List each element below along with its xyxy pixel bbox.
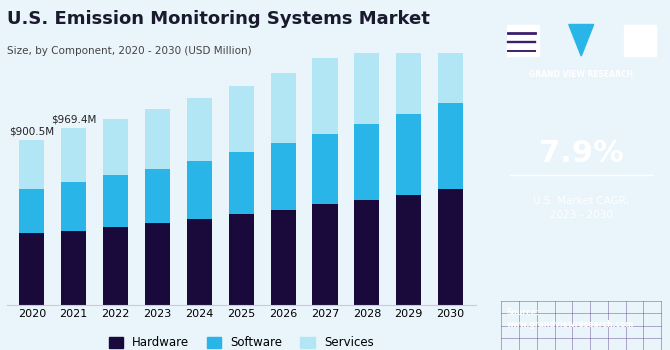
Bar — [312, 134, 338, 204]
Bar — [19, 189, 44, 233]
Bar — [354, 199, 379, 304]
Bar — [145, 109, 170, 169]
Bar — [271, 210, 295, 304]
Bar — [61, 231, 86, 304]
Text: U.S. Market CAGR,
2023 - 2030: U.S. Market CAGR, 2023 - 2030 — [533, 196, 629, 220]
Bar — [312, 204, 338, 304]
Bar — [396, 195, 421, 304]
Bar — [145, 223, 170, 304]
Text: $969.4M: $969.4M — [51, 114, 96, 124]
Bar — [61, 127, 86, 182]
Bar — [271, 72, 295, 144]
Polygon shape — [569, 25, 594, 56]
Bar — [438, 9, 463, 103]
Bar — [228, 214, 254, 304]
Text: Source:
www.grandviewresearch.com: Source: www.grandviewresearch.com — [507, 308, 634, 329]
Bar — [103, 175, 128, 227]
Text: 7.9%: 7.9% — [539, 140, 624, 168]
Bar — [271, 144, 295, 210]
Text: $900.5M: $900.5M — [9, 127, 54, 137]
Bar — [228, 85, 254, 152]
Bar — [396, 27, 421, 114]
Bar — [396, 114, 421, 195]
Text: Size, by Component, 2020 - 2030 (USD Million): Size, by Component, 2020 - 2030 (USD Mil… — [7, 46, 251, 56]
Bar — [187, 161, 212, 219]
FancyBboxPatch shape — [624, 25, 656, 56]
Bar — [145, 169, 170, 223]
Bar — [103, 227, 128, 304]
Legend: Hardware, Software, Services: Hardware, Software, Services — [104, 331, 379, 350]
Bar — [187, 219, 212, 304]
Bar — [228, 152, 254, 214]
Bar — [103, 119, 128, 175]
Bar — [354, 42, 379, 124]
Bar — [19, 233, 44, 304]
Bar — [438, 189, 463, 304]
FancyBboxPatch shape — [507, 25, 539, 56]
Bar — [438, 103, 463, 189]
Bar — [61, 182, 86, 231]
Bar — [19, 140, 44, 189]
Bar — [354, 124, 379, 200]
Bar — [187, 98, 212, 161]
Bar — [312, 58, 338, 134]
Text: GRAND VIEW RESEARCH: GRAND VIEW RESEARCH — [529, 70, 633, 79]
Text: U.S. Emission Monitoring Systems Market: U.S. Emission Monitoring Systems Market — [7, 10, 429, 28]
